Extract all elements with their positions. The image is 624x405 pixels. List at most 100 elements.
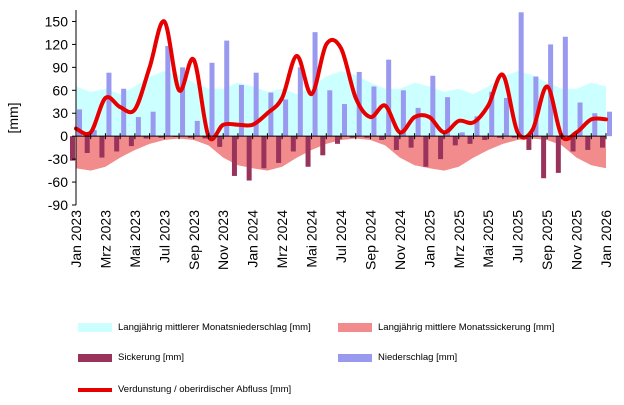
bar-sickerung — [84, 136, 90, 153]
x-tick-label: Jul 2025 — [510, 210, 526, 263]
legend-label: Langjährig mittlere Monatssickerung [mm] — [378, 322, 555, 333]
bar-niederschlag — [121, 88, 127, 137]
y-tick-label: 90 — [52, 59, 68, 75]
line-layer — [74, 19, 608, 142]
bar-niederschlag — [430, 75, 436, 137]
bar-niederschlag — [135, 117, 141, 137]
legend-label: Verdunstung / oberirdischer Abfluss [mm] — [118, 384, 292, 395]
bar-niederschlag — [165, 45, 171, 137]
bar-niederschlag — [238, 84, 244, 137]
bar-sickerung — [570, 136, 576, 152]
bar-sickerung — [335, 136, 340, 144]
x-tick-label: Sep 2025 — [539, 210, 555, 270]
legend-label: Niederschlag [mm] — [378, 352, 458, 363]
legend-item-area-precip: Langjährig mittlerer Monatsniederschlag … — [78, 322, 311, 333]
y-tick-label: 0 — [60, 128, 68, 144]
bar-sickerung — [364, 136, 370, 138]
area-series — [76, 136, 606, 171]
x-tick-label: Nov 2024 — [392, 210, 408, 270]
x-tick-label: Sep 2024 — [362, 210, 378, 270]
bar-sickerung — [467, 136, 473, 144]
bar-niederschlag — [503, 97, 509, 137]
legend-label: Langjährig mittlerer Monatsniederschlag … — [118, 322, 311, 333]
y-tick-label: 30 — [52, 105, 68, 121]
area-series — [76, 71, 606, 137]
bar-sickerung — [511, 136, 517, 138]
y-tick-label: -60 — [48, 174, 68, 190]
bar-sickerung — [408, 136, 414, 148]
bar-niederschlag — [592, 113, 598, 137]
bar-niederschlag — [209, 62, 215, 137]
bar-niederschlag — [253, 72, 259, 137]
bar-sickerung — [128, 136, 134, 147]
bar-niederschlag — [459, 132, 465, 137]
x-tick-label: Sep 2023 — [186, 210, 202, 270]
legend-label: Sickerung [mm] — [118, 352, 184, 363]
bar-sickerung — [496, 136, 502, 138]
bar-sickerung — [600, 136, 605, 148]
legend-item-bar-seep: Sickerung [mm] — [78, 352, 184, 363]
x-tick-label: Mrz 2023 — [97, 210, 113, 269]
bar-sickerung — [349, 136, 355, 138]
bar-niederschlag — [415, 107, 421, 137]
x-tick-label: Mrz 2025 — [451, 210, 467, 269]
x-tick-label: Jan 2025 — [421, 210, 437, 268]
x-tick-label: Jul 2023 — [156, 210, 172, 263]
bar-niederschlag — [474, 116, 480, 137]
bar-sickerung — [438, 136, 444, 160]
legend: Langjährig mittlerer Monatsniederschlag … — [0, 310, 624, 405]
x-tick-label: Mai 2023 — [127, 210, 143, 268]
x-tick-label: Mai 2024 — [304, 210, 320, 268]
x-tick-label: Jul 2024 — [333, 210, 349, 263]
x-tick-label: Jan 2024 — [245, 210, 261, 268]
x-tick-label: Jan 2026 — [598, 210, 614, 268]
bar-sickerung — [541, 136, 547, 179]
bar-sickerung — [482, 136, 488, 140]
x-tick-label: Nov 2025 — [569, 210, 585, 270]
bar-niederschlag — [224, 40, 230, 137]
bar-sickerung — [158, 136, 164, 138]
bar-sickerung — [231, 136, 237, 176]
legend-item-area-seep: Langjährig mittlere Monatssickerung [mm] — [338, 322, 554, 333]
bar-sickerung — [555, 136, 561, 173]
x-tick-label: Mrz 2024 — [274, 210, 290, 269]
legend-swatch-area-seep — [338, 323, 372, 332]
bar-niederschlag — [400, 90, 406, 137]
areas-layer — [76, 71, 606, 171]
y-axis-label: [mm] — [5, 102, 21, 133]
bar-niederschlag — [106, 72, 112, 137]
bar-niederschlag — [194, 120, 200, 137]
bar-niederschlag — [386, 59, 392, 137]
y-tick-label: 60 — [52, 82, 68, 98]
bar-sickerung — [187, 136, 193, 138]
bar-sickerung — [379, 136, 385, 140]
bar-sickerung — [143, 136, 149, 139]
bar-sickerung — [276, 136, 282, 163]
bar-niederschlag — [371, 86, 377, 137]
bar-niederschlag — [607, 111, 612, 137]
y-tick-label: -30 — [48, 151, 68, 167]
bar-niederschlag — [268, 92, 274, 137]
bar-niederschlag — [577, 102, 583, 137]
bar-niederschlag — [327, 90, 333, 137]
x-tick-label: Jan 2023 — [68, 210, 84, 268]
bar-sickerung — [246, 136, 252, 181]
bar-sickerung — [526, 136, 532, 150]
bar-niederschlag — [283, 99, 289, 137]
bar-niederschlag — [562, 36, 568, 137]
bars-layer — [70, 12, 612, 181]
bar-niederschlag — [342, 104, 347, 137]
legend-swatch-line-evap — [78, 387, 112, 392]
x-tick-label: Mai 2025 — [480, 210, 496, 268]
legend-swatch-bar-seep — [78, 353, 112, 362]
bar-sickerung — [290, 136, 296, 152]
bar-niederschlag — [77, 109, 82, 137]
bar-sickerung — [70, 136, 75, 161]
y-tick-label: 150 — [45, 13, 69, 29]
bar-niederschlag — [180, 67, 186, 137]
x-tick-label: Nov 2023 — [215, 210, 231, 270]
bar-sickerung — [423, 136, 429, 167]
bar-sickerung — [114, 136, 120, 152]
bar-sickerung — [217, 136, 223, 147]
